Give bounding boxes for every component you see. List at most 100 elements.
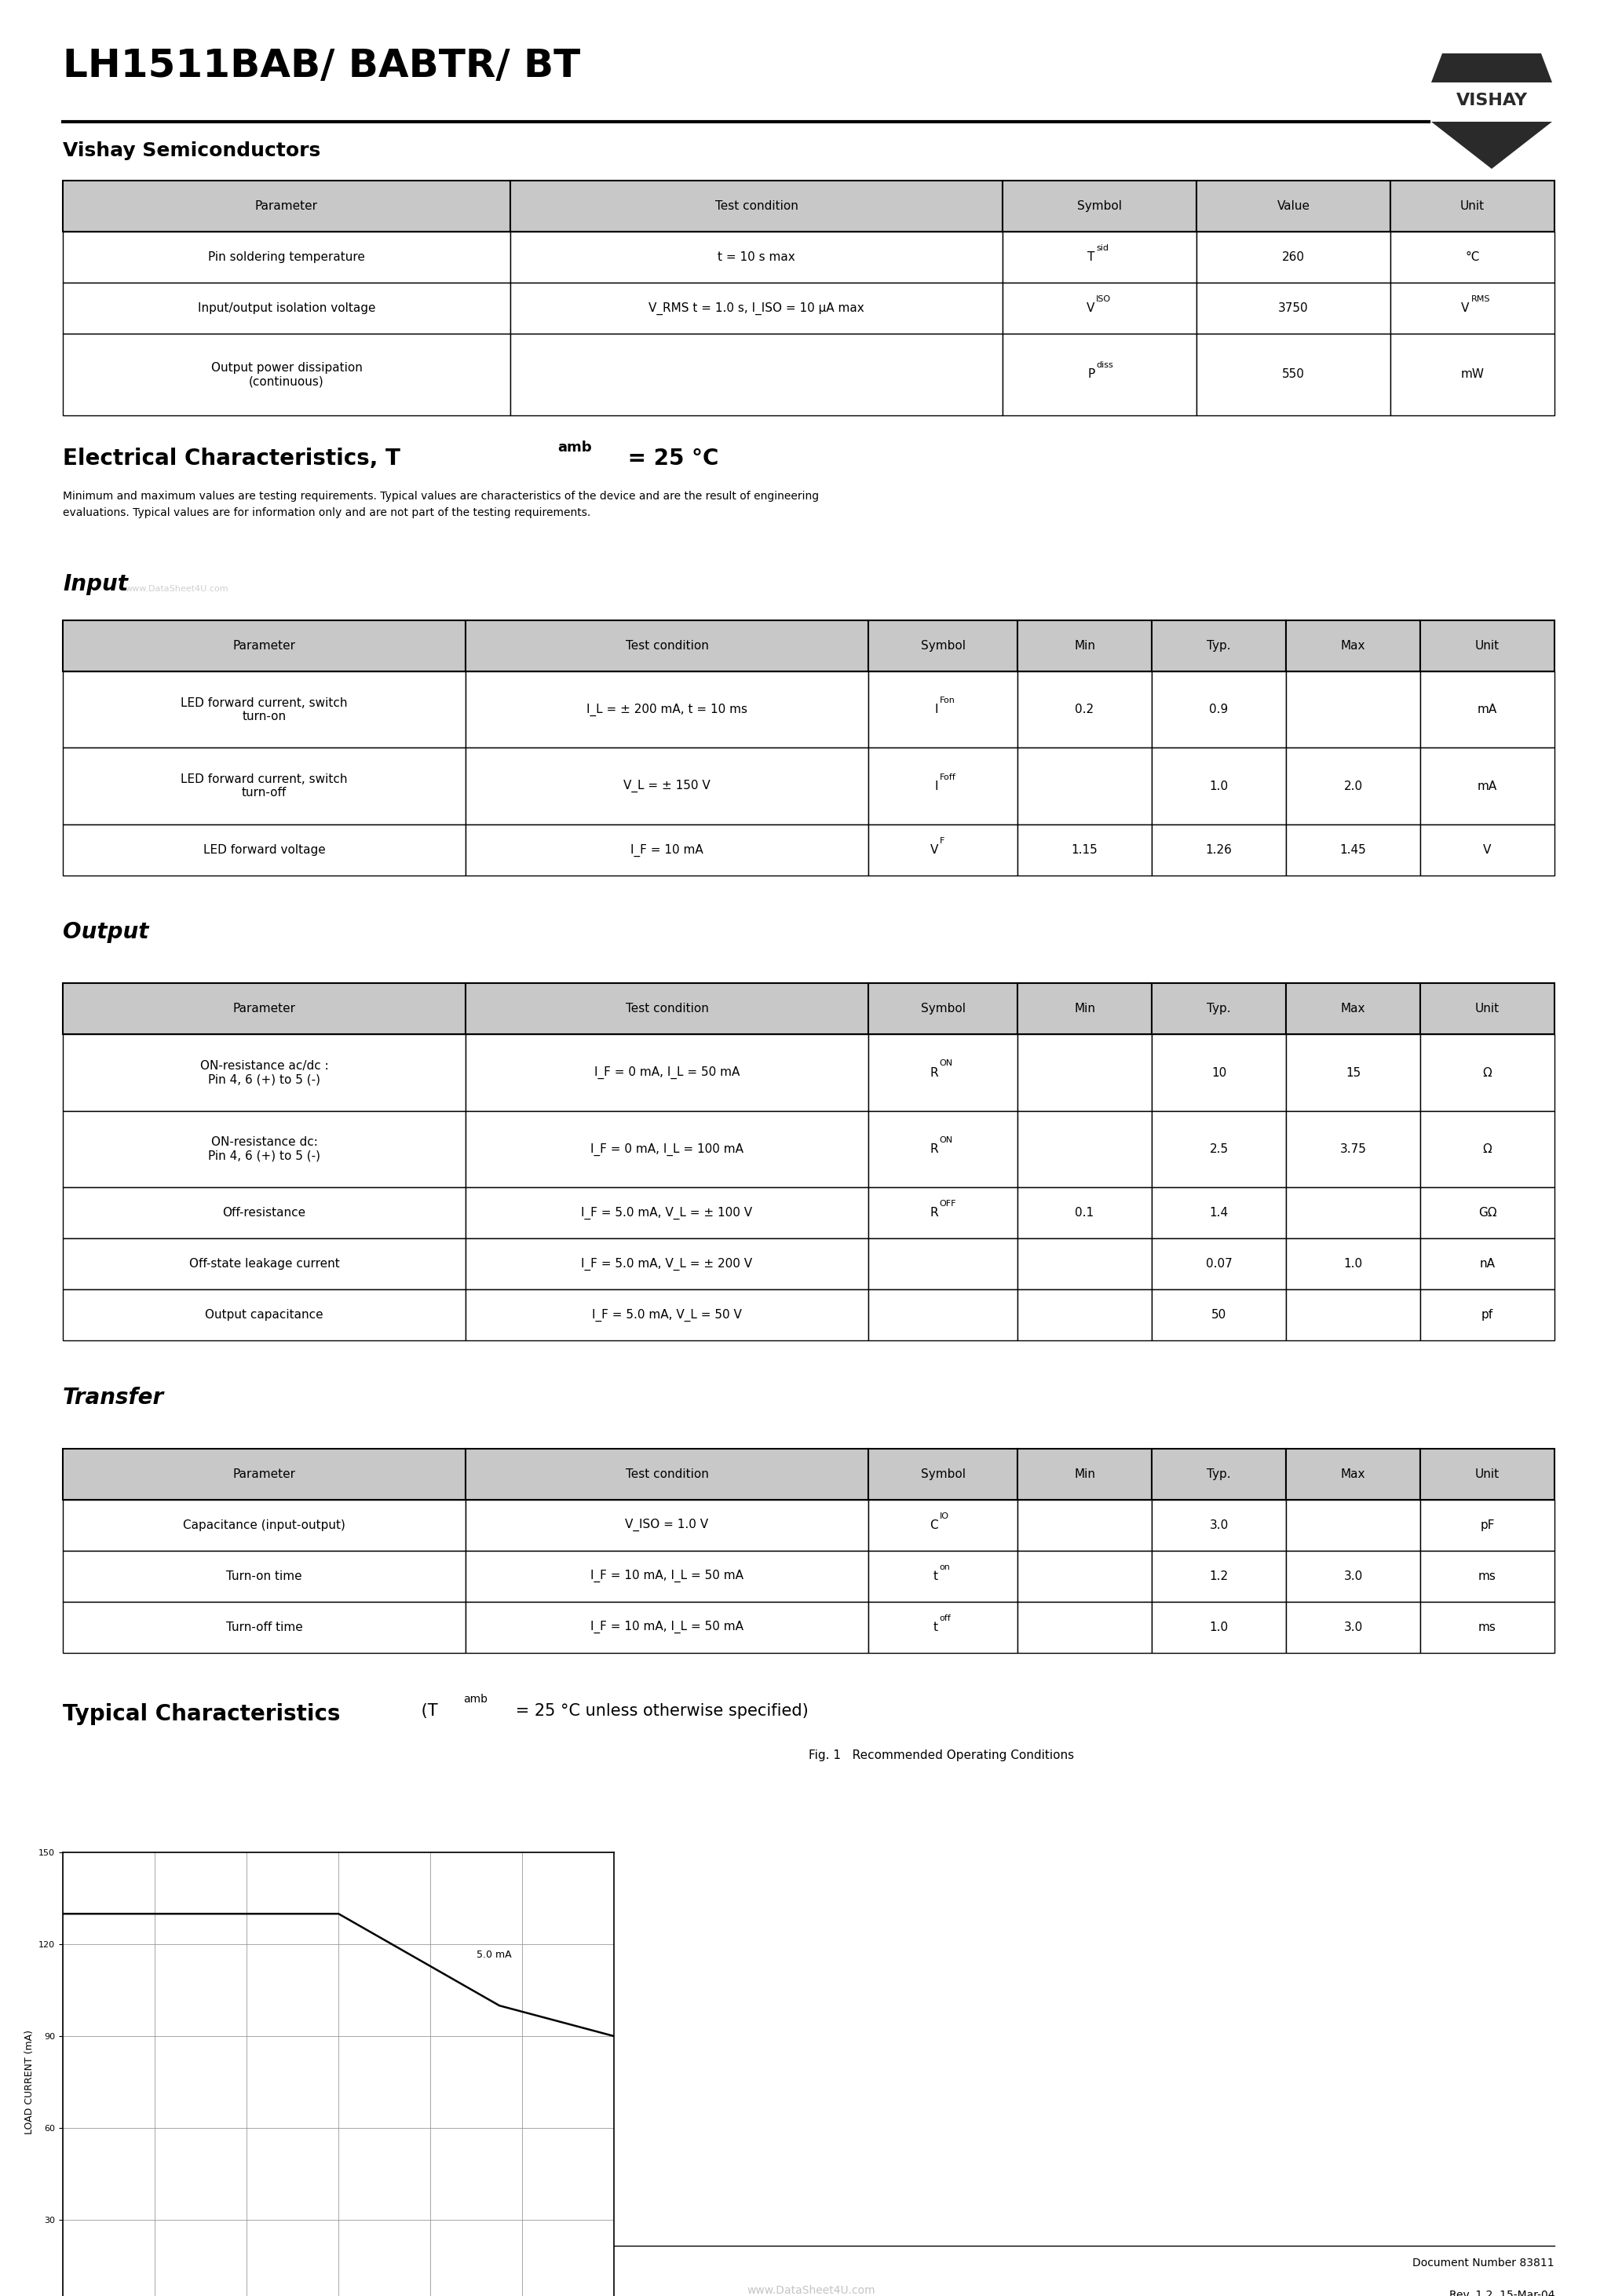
Text: on: on bbox=[939, 1564, 950, 1570]
Bar bbox=[466, 670, 868, 748]
Bar bbox=[868, 1187, 1017, 1238]
Bar bbox=[1286, 670, 1421, 748]
Bar bbox=[1421, 1449, 1554, 1499]
Text: C: C bbox=[929, 1520, 938, 1531]
Bar bbox=[1152, 824, 1286, 875]
Text: V_L = ± 150 V: V_L = ± 150 V bbox=[623, 781, 710, 792]
Bar bbox=[1152, 1238, 1286, 1290]
Text: 1.2: 1.2 bbox=[1210, 1570, 1228, 1582]
Text: Turn-off time: Turn-off time bbox=[225, 1621, 303, 1632]
Bar bbox=[1421, 1550, 1554, 1603]
Bar bbox=[868, 1499, 1017, 1550]
Text: off: off bbox=[939, 1614, 950, 1621]
Text: LED forward voltage: LED forward voltage bbox=[203, 845, 326, 856]
Text: Symbol: Symbol bbox=[921, 1003, 965, 1015]
Bar bbox=[63, 1187, 466, 1238]
Text: Output: Output bbox=[63, 921, 149, 944]
Bar bbox=[1017, 1550, 1152, 1603]
Text: 1.4: 1.4 bbox=[1210, 1208, 1228, 1219]
Text: 15: 15 bbox=[1346, 1068, 1361, 1079]
Bar bbox=[1152, 748, 1286, 824]
Bar bbox=[1152, 1290, 1286, 1341]
Bar bbox=[1286, 1449, 1421, 1499]
Text: 2.0: 2.0 bbox=[1343, 781, 1362, 792]
Text: V: V bbox=[929, 845, 938, 856]
Text: Unit: Unit bbox=[1474, 641, 1500, 652]
Bar bbox=[1017, 1603, 1152, 1653]
Bar bbox=[1002, 232, 1197, 282]
Text: Fon: Fon bbox=[939, 696, 955, 705]
Bar bbox=[868, 1550, 1017, 1603]
Text: Turn-on time: Turn-on time bbox=[225, 1570, 302, 1582]
Bar bbox=[1017, 1499, 1152, 1550]
Text: T: T bbox=[1087, 250, 1095, 264]
Text: V_RMS t = 1.0 s, I_ISO = 10 μA max: V_RMS t = 1.0 s, I_ISO = 10 μA max bbox=[649, 301, 865, 315]
Text: Minimum and maximum values are testing requirements. Typical values are characte: Minimum and maximum values are testing r… bbox=[63, 491, 819, 519]
Bar bbox=[868, 670, 1017, 748]
Bar bbox=[1286, 983, 1421, 1035]
Text: Parameter: Parameter bbox=[255, 200, 318, 211]
Text: Electrical Characteristics, T: Electrical Characteristics, T bbox=[63, 448, 401, 471]
Text: VISHAY: VISHAY bbox=[1457, 92, 1528, 108]
Polygon shape bbox=[1431, 122, 1552, 170]
Bar bbox=[1286, 1111, 1421, 1187]
Polygon shape bbox=[1431, 53, 1552, 83]
Bar bbox=[63, 1603, 466, 1653]
Text: 3.0: 3.0 bbox=[1210, 1520, 1228, 1531]
Bar bbox=[1286, 620, 1421, 670]
Text: ISO: ISO bbox=[1096, 296, 1111, 303]
Text: GΩ: GΩ bbox=[1478, 1208, 1497, 1219]
Bar bbox=[63, 983, 466, 1035]
Bar bbox=[63, 1550, 466, 1603]
Text: I_L = ± 200 mA, t = 10 ms: I_L = ± 200 mA, t = 10 ms bbox=[587, 703, 748, 716]
Bar bbox=[1286, 824, 1421, 875]
Text: Test condition: Test condition bbox=[715, 200, 798, 211]
Text: 2.5: 2.5 bbox=[1210, 1143, 1228, 1155]
Text: Min: Min bbox=[1074, 641, 1095, 652]
Bar bbox=[63, 1290, 466, 1341]
Bar bbox=[63, 824, 466, 875]
Bar bbox=[868, 1603, 1017, 1653]
Bar bbox=[63, 1035, 466, 1111]
Bar bbox=[1017, 824, 1152, 875]
Text: mW: mW bbox=[1461, 370, 1484, 381]
Text: = 25 °C unless otherwise specified): = 25 °C unless otherwise specified) bbox=[511, 1704, 808, 1720]
Bar bbox=[63, 181, 511, 232]
Text: I_F = 0 mA, I_L = 50 mA: I_F = 0 mA, I_L = 50 mA bbox=[594, 1065, 740, 1079]
Bar bbox=[1421, 1499, 1554, 1550]
Text: V: V bbox=[1483, 845, 1492, 856]
Text: 1.0: 1.0 bbox=[1210, 1621, 1228, 1632]
Text: amb: amb bbox=[464, 1694, 488, 1706]
Text: V_ISO = 1.0 V: V_ISO = 1.0 V bbox=[624, 1520, 709, 1531]
Text: 1.15: 1.15 bbox=[1072, 845, 1098, 856]
Text: 3750: 3750 bbox=[1278, 303, 1309, 315]
Bar bbox=[63, 670, 466, 748]
Bar bbox=[1152, 670, 1286, 748]
Text: °C: °C bbox=[1465, 250, 1479, 264]
Text: Pin soldering temperature: Pin soldering temperature bbox=[208, 250, 365, 264]
Bar bbox=[466, 1111, 868, 1187]
Y-axis label: LOAD CURRENT (mA): LOAD CURRENT (mA) bbox=[24, 2030, 34, 2135]
Bar bbox=[1390, 333, 1554, 416]
Bar bbox=[1002, 333, 1197, 416]
Bar bbox=[1390, 181, 1554, 232]
Text: Fig. 1   Recommended Operating Conditions: Fig. 1 Recommended Operating Conditions bbox=[809, 1750, 1074, 1761]
Bar bbox=[1197, 181, 1390, 232]
Bar bbox=[63, 748, 466, 824]
Text: 0.2: 0.2 bbox=[1075, 705, 1095, 716]
Text: t: t bbox=[933, 1621, 938, 1632]
Bar bbox=[1152, 1035, 1286, 1111]
Text: 550: 550 bbox=[1281, 370, 1304, 381]
Text: 50: 50 bbox=[1212, 1309, 1226, 1320]
Bar bbox=[63, 1238, 466, 1290]
Text: R: R bbox=[929, 1068, 938, 1079]
Text: Test condition: Test condition bbox=[626, 641, 709, 652]
Text: 3.0: 3.0 bbox=[1343, 1570, 1362, 1582]
Text: I_F = 10 mA, I_L = 50 mA: I_F = 10 mA, I_L = 50 mA bbox=[590, 1621, 743, 1635]
Bar bbox=[511, 333, 1002, 416]
Bar bbox=[1286, 1499, 1421, 1550]
Bar bbox=[1152, 1449, 1286, 1499]
Text: Min: Min bbox=[1074, 1467, 1095, 1481]
Bar bbox=[1017, 620, 1152, 670]
Bar bbox=[466, 1035, 868, 1111]
